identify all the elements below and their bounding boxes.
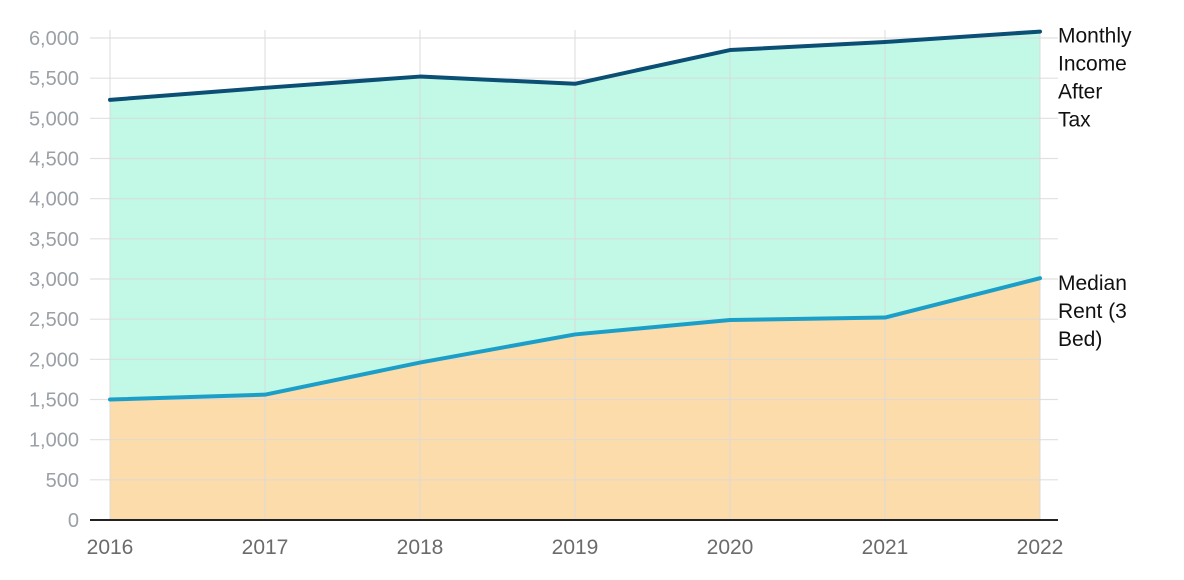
y-tick-label: 6,000 xyxy=(29,28,79,50)
x-tick-label: 2017 xyxy=(242,536,289,559)
tick-labels: 0 500 1,000 1,500 2,000 2,500 3,000 3,500 4,000 4… xyxy=(29,28,1063,559)
x-tick-label: 2020 xyxy=(707,536,754,559)
series-label-income-after-tax: Monthly Income After Tax xyxy=(1058,25,1132,132)
series-labels: Monthly Income After Tax Median Rent (3 Bed) xyxy=(1058,25,1132,352)
series-label-line: Monthly xyxy=(1058,25,1132,48)
x-tick-label: 2021 xyxy=(862,536,909,559)
x-tick-label: 2019 xyxy=(552,536,599,559)
series-label-line: Tax xyxy=(1058,109,1091,132)
series-label-line: Median xyxy=(1058,272,1127,295)
y-tick-label: 4,500 xyxy=(29,149,79,171)
series-label-line: Income xyxy=(1058,53,1127,76)
series-label-line: Rent (3 xyxy=(1058,300,1127,323)
x-tick-label: 2016 xyxy=(87,536,134,559)
y-tick-label: 500 xyxy=(46,470,79,492)
y-tick-label: 2,000 xyxy=(29,349,79,371)
series-label-line: Bed) xyxy=(1058,328,1102,351)
series-label-line: After xyxy=(1058,81,1102,104)
y-tick-label: 1,500 xyxy=(29,390,79,412)
y-tick-label: 2,500 xyxy=(29,309,79,331)
x-tick-label: 2022 xyxy=(1017,536,1064,559)
series-lines xyxy=(108,29,1042,402)
y-tick-label: 5,000 xyxy=(29,108,79,130)
y-tick-label: 3,500 xyxy=(29,229,79,251)
y-tick-label: 5,500 xyxy=(29,68,79,90)
y-tick-label: 0 xyxy=(68,510,79,532)
y-tick-label: 4,000 xyxy=(29,189,79,211)
y-tick-label: 1,000 xyxy=(29,430,79,452)
x-tick-label: 2018 xyxy=(397,536,444,559)
gridlines xyxy=(90,30,1058,520)
y-tick-label: 3,000 xyxy=(29,269,79,291)
series-label-median-rent: Median Rent (3 Bed) xyxy=(1058,272,1127,351)
